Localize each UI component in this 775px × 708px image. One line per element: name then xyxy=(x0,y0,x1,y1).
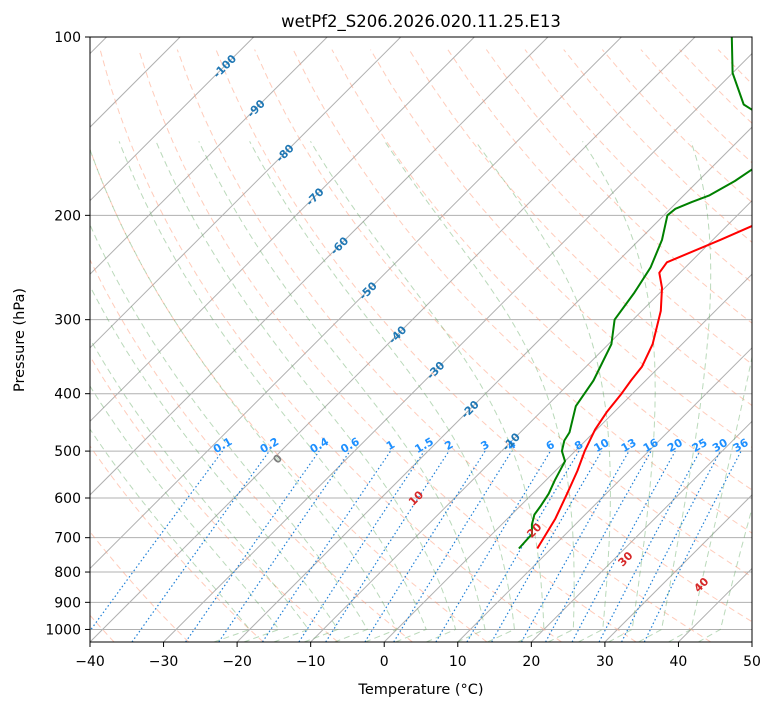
x-tick-label: −40 xyxy=(75,654,105,670)
y-tick-label: 300 xyxy=(54,313,81,329)
x-tick-label: 30 xyxy=(596,654,614,670)
background-lines xyxy=(90,37,775,642)
dry-adiabat-line xyxy=(447,49,752,365)
moist-adiabat-line xyxy=(90,148,398,642)
chart-title: wetPf2_S206.2026.020.11.25.E13 xyxy=(281,12,561,32)
moist-adiabat-line xyxy=(668,354,752,642)
moist-adiabat-line xyxy=(249,141,516,642)
dry-adiabat-line xyxy=(90,355,339,642)
x-tick-label: −20 xyxy=(222,654,252,670)
isotherm-line xyxy=(604,494,752,642)
x-tick-label: 20 xyxy=(522,654,540,670)
y-tick-label: 600 xyxy=(54,491,81,507)
moist-adiabat-line xyxy=(310,141,545,642)
plot-background xyxy=(90,37,752,642)
plot-frame xyxy=(89,36,753,643)
x-tick-label: 10 xyxy=(449,654,467,670)
mixing-ratio-line xyxy=(185,450,320,642)
isotherm-line xyxy=(90,37,255,202)
x-tick-label: −10 xyxy=(296,654,326,670)
y-tick-label: 200 xyxy=(54,208,81,224)
moist-adiabat-line xyxy=(90,337,310,642)
isotherm-line xyxy=(90,37,549,496)
isotherm-line xyxy=(236,126,752,642)
isotherm-line xyxy=(90,37,402,349)
isotherm-line xyxy=(457,347,752,642)
moist-adiabat-line xyxy=(90,285,339,642)
mixing-ratio-line xyxy=(90,450,223,632)
x-tick-label: 50 xyxy=(743,654,761,670)
y-tick-label: 500 xyxy=(54,444,81,460)
moist-adiabat-line xyxy=(698,506,752,642)
dry-adiabat-line xyxy=(138,49,637,642)
isotherm-line xyxy=(163,52,752,642)
moist-adiabat-line xyxy=(90,428,251,642)
mixing-ratio-line xyxy=(298,450,425,642)
dry-adiabat-line xyxy=(254,49,752,578)
x-axis-title: Temperature (°C) xyxy=(357,682,483,698)
isotherm-line xyxy=(90,37,696,642)
isotherm-line xyxy=(383,273,752,642)
profile-lines xyxy=(518,37,752,550)
isotherm-line xyxy=(530,420,752,642)
dry-adiabat-line xyxy=(292,49,752,534)
mixing-ratio-line xyxy=(261,450,391,642)
y-tick-label: 700 xyxy=(54,531,81,547)
dry-adiabat-line xyxy=(99,49,562,642)
y-tick-label: 800 xyxy=(54,565,81,581)
dry-adiabat-line xyxy=(331,49,752,491)
mixing-ratio-line xyxy=(218,450,351,642)
dry-adiabat-line xyxy=(485,49,752,324)
y-tick-label: 100 xyxy=(54,30,81,46)
mixing-ratio-line xyxy=(545,450,652,642)
moist-adiabat-line xyxy=(198,141,486,642)
x-tick-label: 0 xyxy=(380,654,389,670)
dewpoint-profile-line xyxy=(518,37,752,550)
mixing-ratio-line xyxy=(393,450,513,642)
isotherm-line xyxy=(90,37,475,423)
dry-adiabat-line xyxy=(370,49,752,449)
moist-adiabat-line xyxy=(118,141,427,642)
mixing-ratio-line xyxy=(571,450,676,642)
y-tick-label: 400 xyxy=(54,387,81,403)
y-tick-label: 900 xyxy=(54,595,81,611)
isotherm-line xyxy=(751,641,752,642)
dry-adiabat-line xyxy=(90,445,264,642)
isotherm-line xyxy=(90,37,328,275)
x-tick-label: −30 xyxy=(149,654,179,670)
temperature-profile-line xyxy=(536,224,752,550)
mixing-ratio-line xyxy=(520,450,630,642)
moist-adiabat-line xyxy=(90,223,369,642)
dry-adiabat-line xyxy=(176,49,712,642)
dry-adiabat-line xyxy=(408,49,752,407)
dry-adiabat-line xyxy=(757,50,775,642)
y-axis-title: Pressure (hPa) xyxy=(12,288,28,392)
dry-adiabat-line xyxy=(90,148,488,642)
dry-adiabat-line xyxy=(90,258,413,642)
axes: −40 −30 −20 −10 0 10 20 30 40 50 100 200 300 400 500 60… xyxy=(45,30,761,670)
x-tick-label: 40 xyxy=(670,654,688,670)
mixing-ratio-line xyxy=(131,450,270,642)
mixing-ratio-line xyxy=(643,450,742,642)
moist-adiabat-line xyxy=(475,141,611,642)
isotherm-line xyxy=(90,37,622,570)
y-tick-label: 1000 xyxy=(45,622,81,638)
moist-adiabat-line xyxy=(155,141,457,642)
mixing-ratio-line xyxy=(325,450,450,642)
moist-adiabat-line xyxy=(582,141,656,642)
moist-adiabat-line xyxy=(90,385,280,642)
dry-adiabat-line xyxy=(215,49,752,623)
